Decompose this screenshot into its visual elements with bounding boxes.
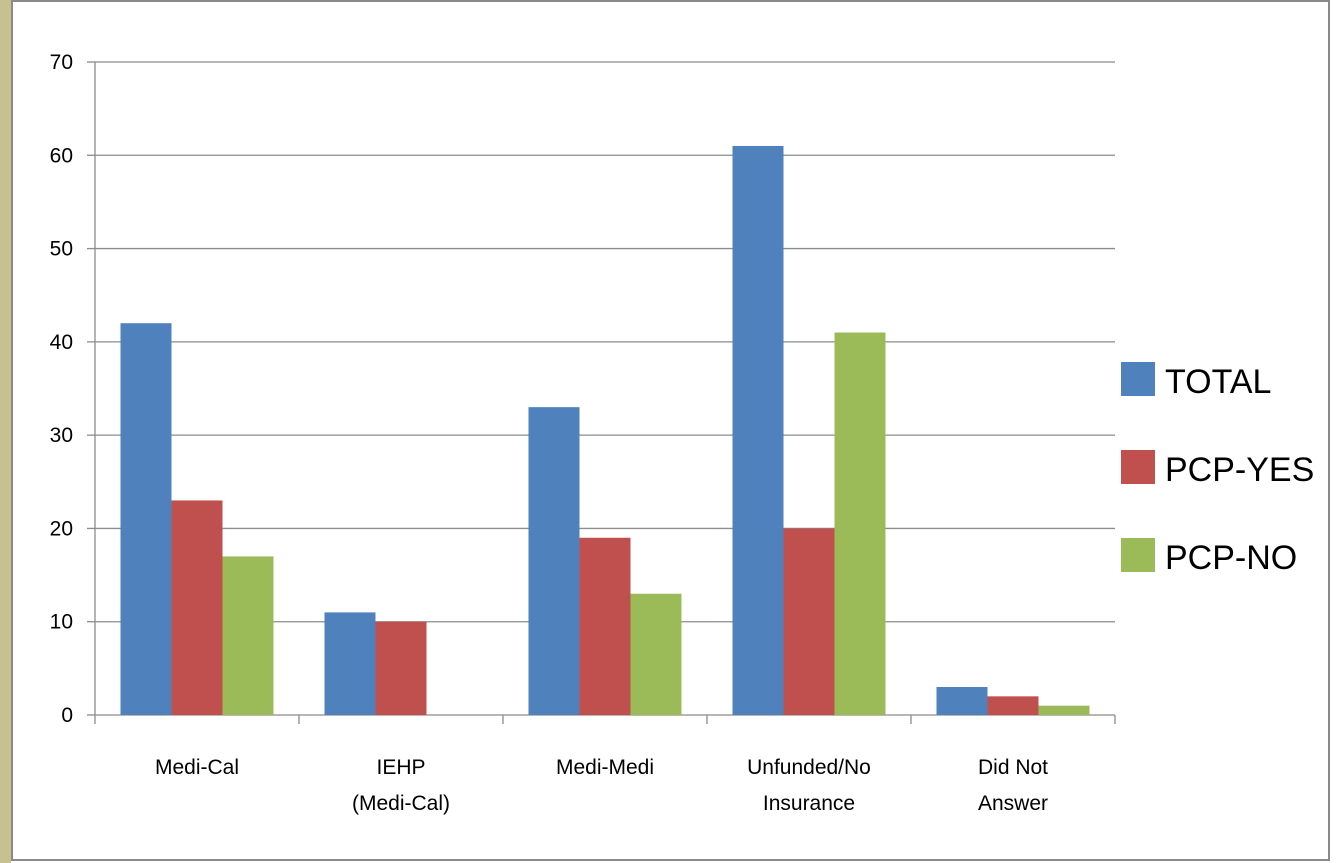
x-category-label: Medi-Cal	[155, 756, 239, 779]
y-tick-label: 70	[50, 51, 73, 74]
bar-total	[936, 687, 988, 715]
y-tick-label: 50	[50, 238, 73, 261]
bar-pcp-yes	[783, 528, 835, 715]
y-tick-label: 0	[61, 704, 73, 727]
legend-label: TOTAL	[1165, 363, 1271, 401]
legend-label: PCP-NO	[1165, 539, 1297, 577]
bar-pcp-no	[1038, 705, 1090, 715]
bar-total	[732, 145, 784, 715]
bar-total	[528, 407, 580, 715]
legend-swatch-pcp-yes	[1121, 450, 1155, 484]
bar-pcp-no	[630, 593, 682, 715]
left-accent-stripe	[0, 0, 11, 863]
y-tick-label: 30	[50, 424, 73, 447]
x-category-label: Answer	[978, 792, 1048, 815]
bar-pcp-no	[834, 332, 886, 715]
bar-pcp-no	[222, 556, 274, 715]
legend-swatch-pcp-no	[1121, 538, 1155, 572]
x-category-label: IEHP	[376, 756, 425, 779]
y-tick-label: 10	[50, 611, 73, 634]
y-tick-label: 60	[50, 144, 73, 167]
bar-total	[324, 612, 376, 715]
x-category-label: Did Not	[978, 756, 1048, 779]
bar-pcp-yes	[579, 537, 631, 715]
y-tick-label: 40	[50, 331, 73, 354]
chart-frame	[11, 0, 1330, 861]
x-category-label: Medi-Medi	[556, 756, 654, 779]
bar-total	[120, 323, 172, 715]
bar-pcp-yes	[987, 696, 1039, 715]
y-tick-label: 20	[50, 517, 73, 540]
x-category-label: Insurance	[763, 792, 855, 815]
bar-pcp-yes	[171, 500, 223, 715]
legend-swatch-total	[1121, 362, 1155, 396]
x-category-label: (Medi-Cal)	[352, 792, 450, 815]
bar-pcp-yes	[375, 621, 427, 715]
legend-label: PCP-YES	[1165, 451, 1314, 489]
x-category-label: Unfunded/No	[747, 756, 871, 779]
